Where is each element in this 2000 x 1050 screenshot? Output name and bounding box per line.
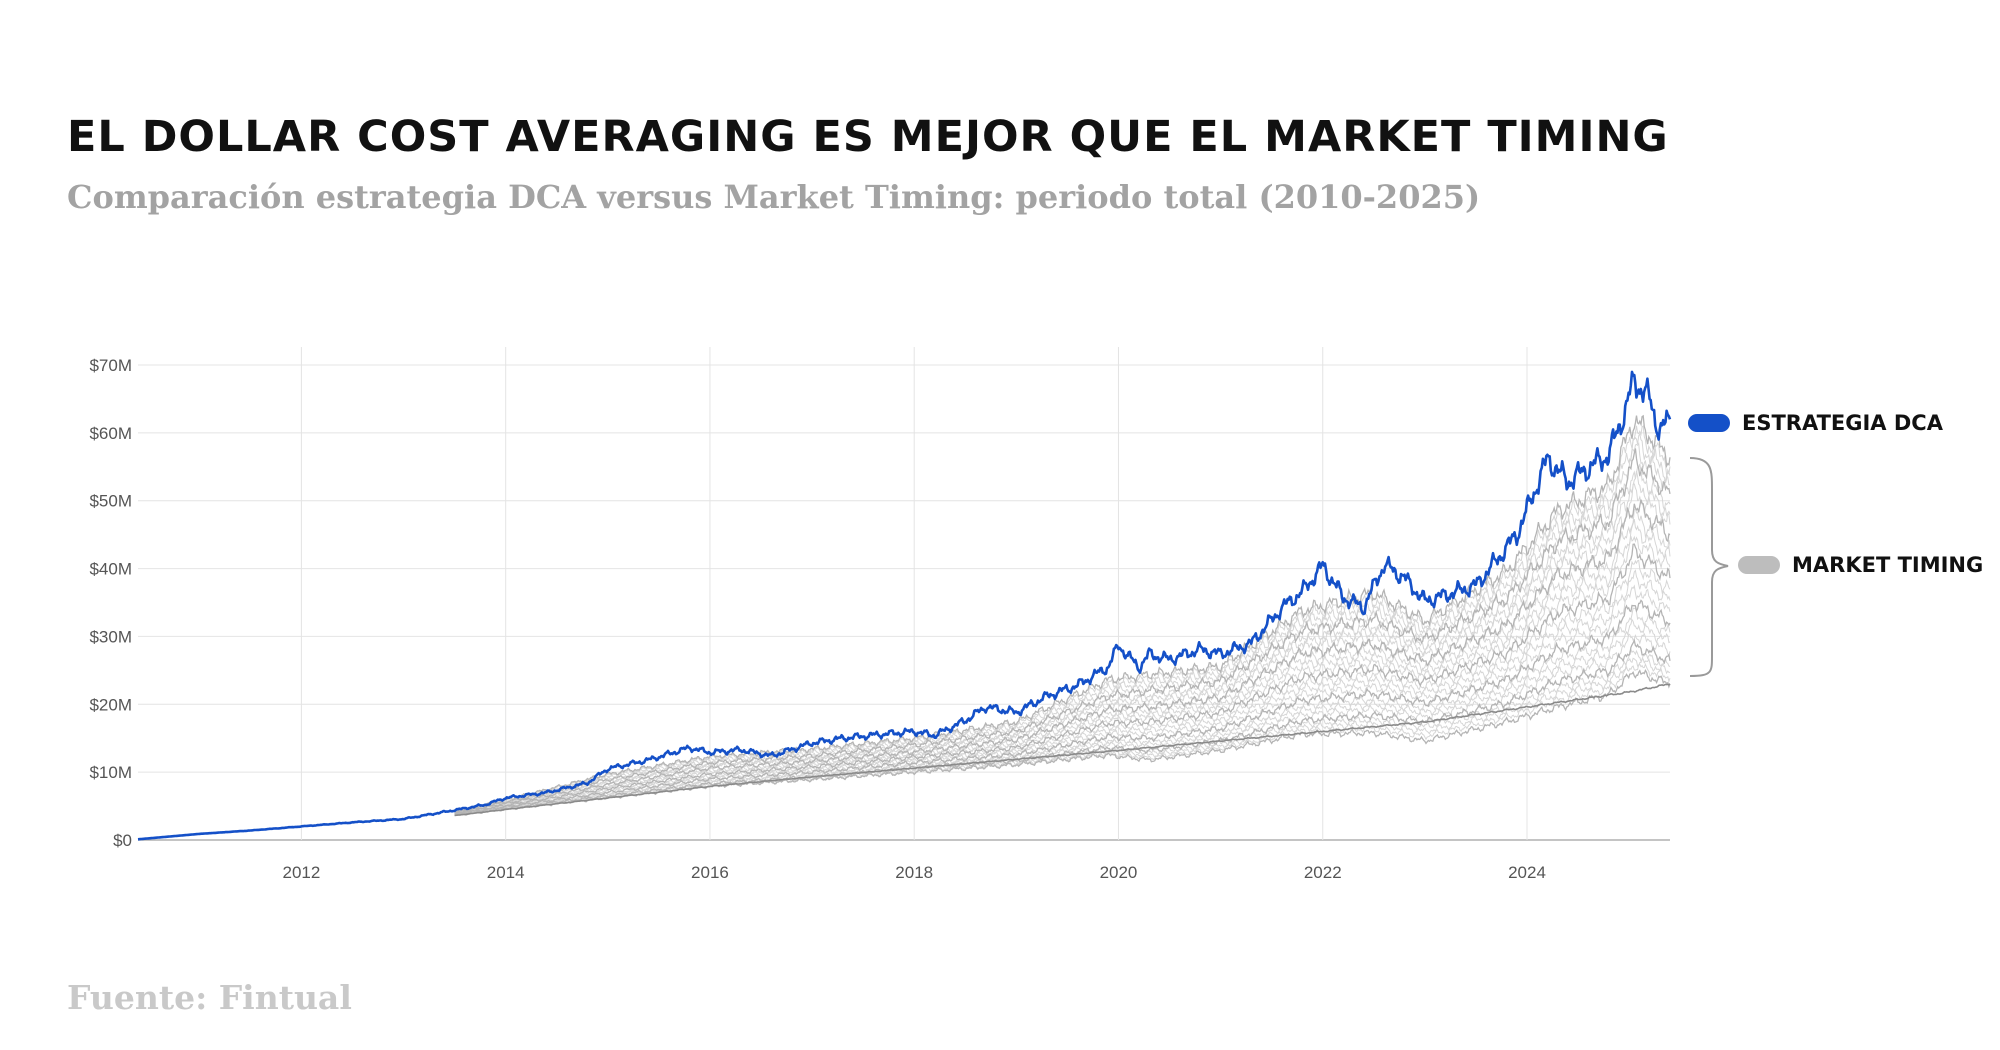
chart-subtitle: Comparación estrategia DCA versus Market… <box>67 178 1481 216</box>
dca-series-group <box>137 370 1672 841</box>
market-timing-line <box>454 535 1671 815</box>
axes: $0 $10M $20M $30M $40M $50M $60M $70M 2012 2014 20… <box>89 356 1545 882</box>
y-tick-label: $10M <box>89 763 132 782</box>
legend-swatch-market-timing <box>1738 556 1780 574</box>
source-note: Fuente: Fintual <box>67 978 352 1017</box>
x-tick-label: 2022 <box>1304 863 1342 882</box>
x-tick-label: 2024 <box>1508 863 1546 882</box>
y-tick-label: $30M <box>89 627 132 646</box>
market-timing-line <box>454 569 1671 815</box>
legend-label-dca: ESTRATEGIA DCA <box>1742 411 1944 435</box>
market-timing-baseline-line <box>454 683 1671 817</box>
y-tick-label: $50M <box>89 492 132 511</box>
market-timing-line <box>454 448 1671 814</box>
y-tick-label: $20M <box>89 695 132 714</box>
x-tick-label: 2018 <box>895 863 933 882</box>
legend-swatch-dca <box>1688 414 1730 432</box>
market-timing-line <box>454 414 1671 812</box>
market-timing-line <box>454 518 1671 815</box>
y-tick-label: $40M <box>89 560 132 579</box>
legend: ESTRATEGIA DCA MARKET TIMING <box>1688 411 1983 677</box>
dca-line <box>137 370 1672 841</box>
chart-title: EL DOLLAR COST AVERAGING ES MEJOR QUE EL… <box>67 112 1669 162</box>
market-timing-line <box>454 599 1671 815</box>
market-timing-line <box>454 508 1671 814</box>
y-tick-label: $60M <box>89 424 132 443</box>
legend-label-market-timing: MARKET TIMING <box>1792 553 1983 577</box>
y-tick-label: $70M <box>89 356 132 375</box>
market-timing-line <box>454 499 1671 814</box>
x-tick-label: 2014 <box>487 863 525 882</box>
market-timing-line <box>454 669 1671 816</box>
market-timing-series-group <box>454 414 1671 817</box>
market-timing-line <box>454 618 1671 816</box>
market-timing-line <box>454 543 1671 815</box>
x-tick-label: 2012 <box>282 863 320 882</box>
x-tick-label: 2016 <box>691 863 729 882</box>
y-tick-label: $0 <box>113 831 132 850</box>
market-timing-line <box>454 425 1671 812</box>
legend-bracket <box>1689 457 1729 677</box>
x-tick-label: 2020 <box>1100 863 1138 882</box>
